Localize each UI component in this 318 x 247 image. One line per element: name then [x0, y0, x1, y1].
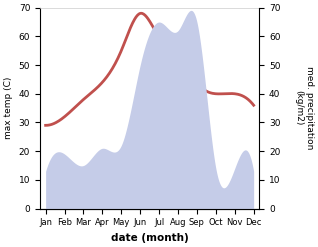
Y-axis label: med. precipitation
(kg/m2): med. precipitation (kg/m2): [294, 66, 314, 150]
Y-axis label: max temp (C): max temp (C): [4, 77, 13, 139]
X-axis label: date (month): date (month): [111, 233, 189, 243]
